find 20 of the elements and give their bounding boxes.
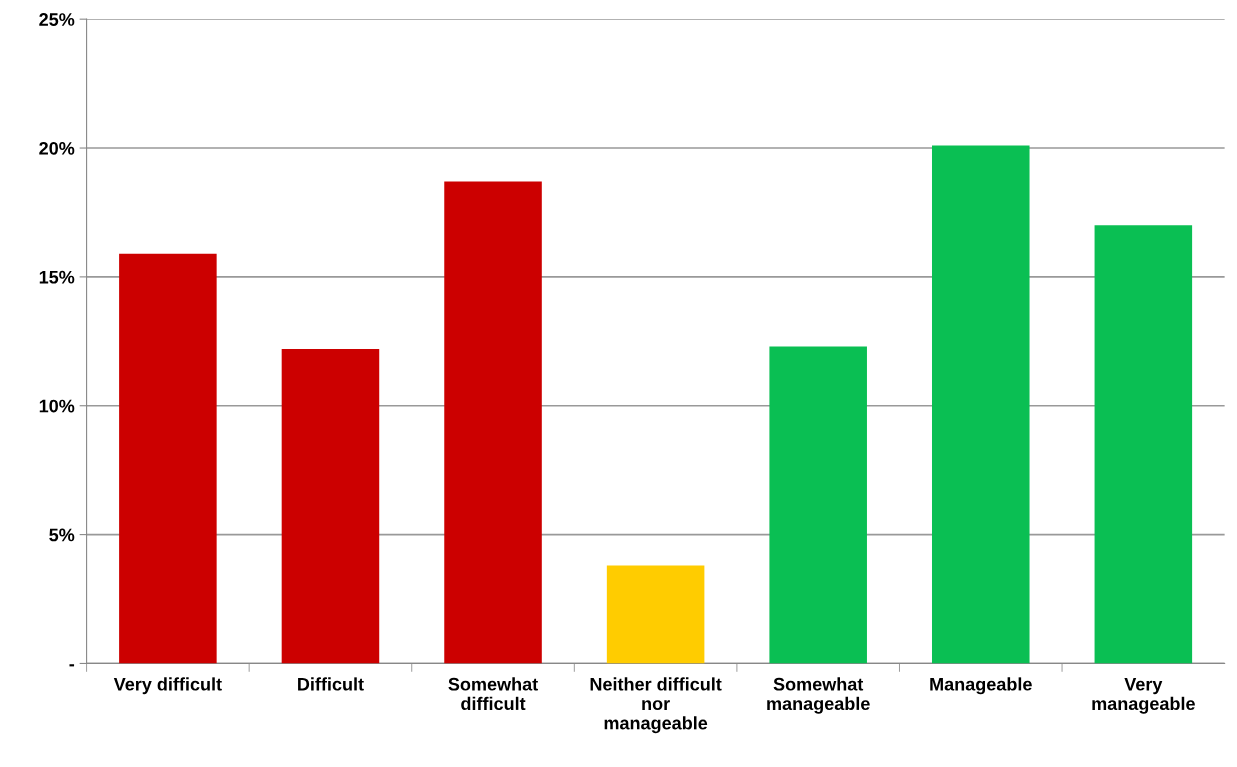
x-tick-label: Somewhat manageable [767, 677, 870, 714]
bar [119, 253, 217, 664]
y-tick-label: - [69, 664, 75, 667]
y-tick-label: 15% [39, 270, 75, 284]
y-tick-label: 25% [39, 13, 75, 26]
bar [444, 181, 542, 664]
x-tick-label: Manageable [930, 677, 1032, 695]
bar [931, 145, 1030, 664]
bar [606, 565, 705, 664]
x-tick-label: Difficult [298, 677, 364, 691]
x-tick-label: Somewhat difficult [448, 677, 538, 711]
y-tick-label: 20% [39, 141, 75, 155]
bar [1094, 225, 1193, 664]
bar [769, 346, 867, 664]
y-tick-label: 10% [39, 399, 75, 413]
y-tick-label: 5% [49, 528, 75, 542]
x-tick-label: Very difficult [113, 677, 222, 695]
x-tick-label: Very manageable [1092, 678, 1195, 714]
bar [281, 349, 380, 664]
x-tick-label: Neither difficult nor manageable [590, 677, 722, 734]
